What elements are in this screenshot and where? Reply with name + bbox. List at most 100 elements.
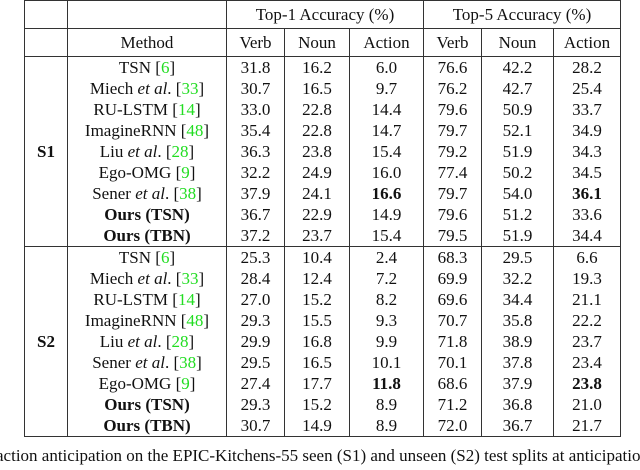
value-cell: 31.8 <box>226 56 285 78</box>
value-cell: 29.3 <box>226 310 285 331</box>
value-cell: 23.7 <box>553 331 621 352</box>
table-row: Miech et al. [33] 28.4 12.4 7.2 69.9 32.2 19.3 <box>25 268 621 289</box>
header-col: Verb <box>226 28 285 57</box>
citation-link[interactable]: 38 <box>179 184 197 203</box>
value-cell: 2.4 <box>349 246 424 268</box>
value-cell: 21.1 <box>553 289 621 310</box>
citation-link[interactable]: 48 <box>186 311 204 330</box>
method-name: Ours (TSN) <box>104 395 190 414</box>
value-cell: 27.0 <box>226 289 285 310</box>
value-cell: 24.9 <box>284 162 350 183</box>
header-top5: Top-5 Accuracy (%) <box>423 0 621 29</box>
method-etal: et al <box>135 184 165 203</box>
value-cell: 34.4 <box>553 225 621 247</box>
results-table: Top-1 Accuracy (%) Top-5 Accuracy (%) Me… <box>24 0 621 437</box>
header-top1: Top-1 Accuracy (%) <box>226 0 424 29</box>
value-cell: 76.6 <box>423 56 482 78</box>
method-cell: Sener et al. [38] <box>67 183 227 204</box>
method-cell: Ours (TBN) <box>67 415 227 437</box>
method-cell: Ours (TBN) <box>67 225 227 247</box>
value-cell: 22.8 <box>284 99 350 120</box>
table-row: Ours (TSN) 29.3 15.2 8.9 71.2 36.8 21.0 <box>25 394 621 415</box>
value-cell: 34.5 <box>553 162 621 183</box>
citation-link[interactable]: 9 <box>181 374 190 393</box>
method-suffix: . <box>167 269 176 288</box>
value-cell: 71.8 <box>423 331 482 352</box>
value-cell: 23.7 <box>284 225 350 247</box>
citation-link[interactable]: 33 <box>181 269 199 288</box>
method-cell: Miech et al. [33] <box>67 78 227 99</box>
value-cell: 35.8 <box>481 310 554 331</box>
value-cell: 9.3 <box>349 310 424 331</box>
citation-link[interactable]: 38 <box>179 353 197 372</box>
method-name: Liu <box>99 142 128 161</box>
value-cell: 68.6 <box>423 373 482 394</box>
header-empty <box>24 0 68 29</box>
table-row: Miech et al. [33] 30.7 16.5 9.7 76.2 42.7 25.4 <box>25 78 621 99</box>
table-row: Sener et al. [38] 29.5 16.5 10.1 70.1 37.8 23.… <box>25 352 621 373</box>
value-cell: 77.4 <box>423 162 482 183</box>
method-etal: et al <box>137 269 168 288</box>
method-name: Ours (TBN) <box>103 416 191 435</box>
value-cell: 17.7 <box>284 373 350 394</box>
citation-link[interactable]: 9 <box>181 163 190 182</box>
header-col: Noun <box>481 28 554 57</box>
value-cell: 72.0 <box>423 415 482 437</box>
value-cell: 76.2 <box>423 78 482 99</box>
method-name: RU-LSTM <box>93 290 173 309</box>
citation-link[interactable]: 14 <box>177 100 195 119</box>
method-suffix: . <box>157 332 166 351</box>
citation-link[interactable]: 14 <box>177 290 195 309</box>
value-cell: 32.2 <box>481 268 554 289</box>
value-cell: 14.9 <box>349 204 424 225</box>
value-cell: 30.7 <box>226 78 285 99</box>
value-cell: 29.3 <box>226 394 285 415</box>
value-cell: 11.8 <box>349 373 424 394</box>
table-row: Sener et al. [38] 37.9 24.1 16.6 79.7 54.0 36.… <box>25 183 621 204</box>
header-col: Noun <box>284 28 350 57</box>
value-cell: 33.6 <box>553 204 621 225</box>
value-cell: 52.1 <box>481 120 554 141</box>
citation-link[interactable]: 28 <box>171 142 189 161</box>
method-name: Ours (TSN) <box>104 205 190 224</box>
table-row: Ours (TSN) 36.7 22.9 14.9 79.6 51.2 33.6 <box>25 204 621 225</box>
table-row: RU-LSTM [14] 27.0 15.2 8.2 69.6 34.4 21.1 <box>25 289 621 310</box>
value-cell: 42.2 <box>481 56 554 78</box>
value-cell: 14.4 <box>349 99 424 120</box>
method-suffix: . <box>164 353 174 372</box>
value-cell: 16.6 <box>349 183 424 204</box>
value-cell: 16.5 <box>284 78 350 99</box>
citation-link[interactable]: 48 <box>186 121 204 140</box>
method-name: Sener <box>92 184 136 203</box>
method-suffix: . <box>167 79 176 98</box>
value-cell: 15.4 <box>349 225 424 247</box>
method-suffix: . <box>157 142 166 161</box>
value-cell: 34.3 <box>553 141 621 162</box>
header-row-columns: Method Verb Noun Action Verb Noun Action <box>24 28 621 57</box>
method-cell: Ours (TSN) <box>67 204 227 225</box>
value-cell: 16.5 <box>284 352 350 373</box>
value-cell: 50.2 <box>481 162 554 183</box>
method-name: Ours (TBN) <box>103 226 191 245</box>
value-cell: 36.7 <box>481 415 554 437</box>
value-cell: 70.1 <box>423 352 482 373</box>
header-col: Action <box>553 28 621 57</box>
citation-link[interactable]: 6 <box>160 58 170 77</box>
citation-link[interactable]: 33 <box>181 79 199 98</box>
table-row: Liu et al. [28] 36.3 23.8 15.4 79.2 51.9 34.3 <box>25 141 621 162</box>
table-row: S1 TSN [6] 31.8 16.2 6.0 76.6 42.2 28.2 <box>24 56 621 247</box>
split-label: S1 <box>24 56 68 247</box>
value-cell: 16.8 <box>284 331 350 352</box>
value-cell: 42.7 <box>481 78 554 99</box>
value-cell: 27.4 <box>226 373 285 394</box>
method-cell: Miech et al. [33] <box>67 268 227 289</box>
value-cell: 14.9 <box>284 415 350 437</box>
value-cell: 36.7 <box>226 204 285 225</box>
value-cell: 79.5 <box>423 225 482 247</box>
method-name: Ego-OMG <box>98 163 176 182</box>
citation-link[interactable]: 28 <box>171 332 189 351</box>
method-cell: RU-LSTM [14] <box>67 289 227 310</box>
value-cell: 29.5 <box>481 246 554 268</box>
citation-link[interactable]: 6 <box>160 248 170 267</box>
method-cell: Liu et al. [28] <box>67 331 227 352</box>
